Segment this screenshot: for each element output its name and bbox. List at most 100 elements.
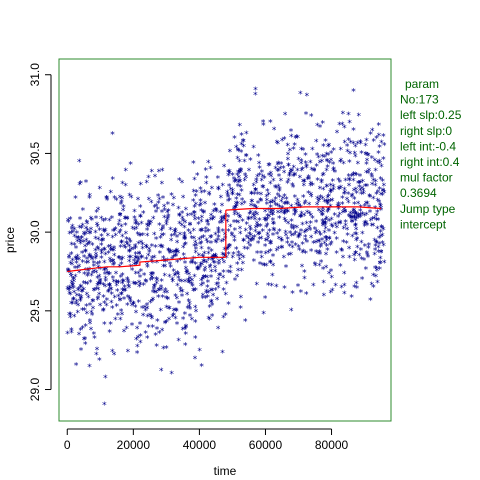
- data-point: *: [96, 286, 101, 296]
- data-point: *: [132, 226, 137, 236]
- data-point: *: [123, 287, 128, 297]
- data-point: *: [330, 287, 335, 297]
- data-point: *: [134, 220, 139, 230]
- data-point: *: [209, 216, 214, 226]
- data-point: *: [313, 262, 318, 272]
- data-point: *: [348, 210, 353, 220]
- data-point: *: [271, 252, 276, 262]
- data-point: *: [321, 172, 326, 182]
- data-point: *: [380, 240, 385, 250]
- data-point: *: [118, 297, 123, 307]
- data-point: *: [205, 218, 210, 228]
- data-point: *: [213, 286, 218, 296]
- data-point: *: [85, 281, 90, 291]
- data-point: *: [141, 282, 146, 292]
- data-point: *: [314, 239, 319, 249]
- data-point: *: [232, 211, 237, 221]
- data-point: *: [119, 201, 124, 211]
- data-point: *: [126, 283, 131, 293]
- data-point: *: [145, 222, 150, 232]
- data-point: *: [299, 289, 304, 299]
- data-point: *: [99, 254, 104, 264]
- data-point: *: [380, 224, 385, 234]
- data-point: *: [158, 234, 163, 244]
- data-point: *: [353, 222, 358, 232]
- data-point: *: [103, 251, 108, 261]
- data-point: *: [343, 139, 348, 149]
- data-point: *: [65, 285, 70, 295]
- data-point: *: [233, 226, 238, 236]
- data-point: *: [225, 245, 230, 255]
- data-point: *: [358, 139, 363, 149]
- data-point: *: [307, 210, 312, 220]
- data-point: *: [174, 307, 179, 317]
- data-point: *: [301, 248, 306, 258]
- data-point: *: [137, 251, 142, 261]
- data-point: *: [200, 227, 205, 237]
- data-point: *: [257, 230, 262, 240]
- data-point: *: [276, 209, 281, 219]
- data-point: *: [212, 215, 217, 225]
- data-point: *: [208, 304, 213, 314]
- data-point: *: [304, 220, 309, 230]
- data-point: *: [224, 291, 229, 301]
- data-point: *: [176, 337, 181, 347]
- x-tick-label: 0: [64, 438, 71, 452]
- data-point: *: [354, 280, 359, 290]
- y-tick-label: 30.0: [28, 220, 42, 244]
- data-point: *: [162, 289, 167, 299]
- data-point: *: [188, 221, 193, 231]
- data-point: *: [119, 239, 124, 249]
- data-point: *: [193, 334, 198, 344]
- data-point: *: [139, 239, 144, 249]
- data-point: *: [225, 246, 230, 256]
- data-point: *: [153, 289, 158, 299]
- data-point: *: [363, 219, 368, 229]
- data-point: *: [353, 250, 358, 260]
- data-point: *: [199, 201, 204, 211]
- data-point: *: [345, 196, 350, 206]
- data-point: *: [302, 201, 307, 211]
- data-point: *: [183, 326, 188, 336]
- data-point: *: [84, 280, 89, 290]
- data-point: *: [113, 226, 118, 236]
- data-point: *: [108, 282, 113, 292]
- data-point: *: [141, 312, 146, 322]
- data-point: *: [323, 216, 328, 226]
- data-point: *: [221, 268, 226, 278]
- data-point: *: [175, 247, 180, 257]
- data-point: *: [130, 225, 135, 235]
- data-point: *: [362, 212, 367, 222]
- data-point: *: [80, 324, 85, 334]
- data-point: *: [308, 159, 313, 169]
- data-point: *: [167, 305, 172, 315]
- data-point: *: [163, 263, 168, 273]
- data-point: *: [244, 130, 249, 140]
- data-point: *: [326, 198, 331, 208]
- data-point: *: [82, 253, 87, 263]
- data-point: *: [237, 174, 242, 184]
- data-point: *: [315, 201, 320, 211]
- data-point: *: [152, 286, 157, 296]
- data-point: *: [110, 176, 115, 186]
- data-point: *: [68, 291, 73, 301]
- data-point: *: [290, 222, 295, 232]
- data-point: *: [234, 144, 239, 154]
- data-point: *: [174, 253, 179, 263]
- data-point: *: [238, 225, 243, 235]
- data-point: *: [246, 235, 251, 245]
- legend-line: left int:-0.4: [400, 139, 456, 153]
- data-point: *: [130, 302, 135, 312]
- data-point: *: [133, 254, 138, 264]
- data-point: *: [67, 230, 72, 240]
- data-point: *: [379, 248, 384, 258]
- data-point: *: [88, 229, 93, 239]
- data-point: *: [90, 241, 95, 251]
- data-point: *: [68, 311, 73, 321]
- data-point: *: [209, 212, 214, 222]
- data-point: *: [191, 287, 196, 297]
- data-point: *: [319, 258, 324, 268]
- data-point: *: [128, 238, 133, 248]
- data-point: *: [95, 245, 100, 255]
